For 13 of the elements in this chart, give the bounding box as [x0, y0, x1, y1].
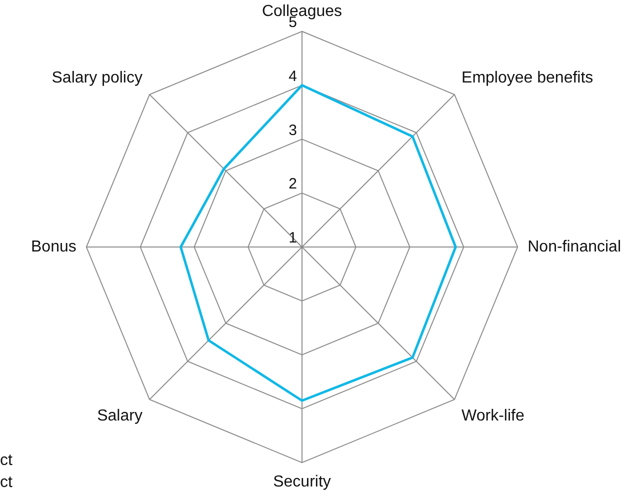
text: ct [0, 474, 12, 492]
y-tick-label: 4 [288, 68, 297, 85]
spoke-label: Bonus [31, 238, 76, 256]
spoke-label: Employee benefits [462, 69, 594, 86]
spoke-label: Salary policy [52, 69, 142, 86]
spoke-label: Security [273, 474, 331, 491]
spoke-label: Non-financial [528, 238, 622, 256]
y-tick-label: 1 [288, 230, 297, 247]
y-tick-label: 2 [288, 176, 297, 193]
spoke-label: Salary [97, 408, 142, 425]
spoke-label: Work-life [462, 408, 524, 425]
y-tick-label: 3 [288, 122, 297, 139]
text: ct [0, 452, 12, 470]
